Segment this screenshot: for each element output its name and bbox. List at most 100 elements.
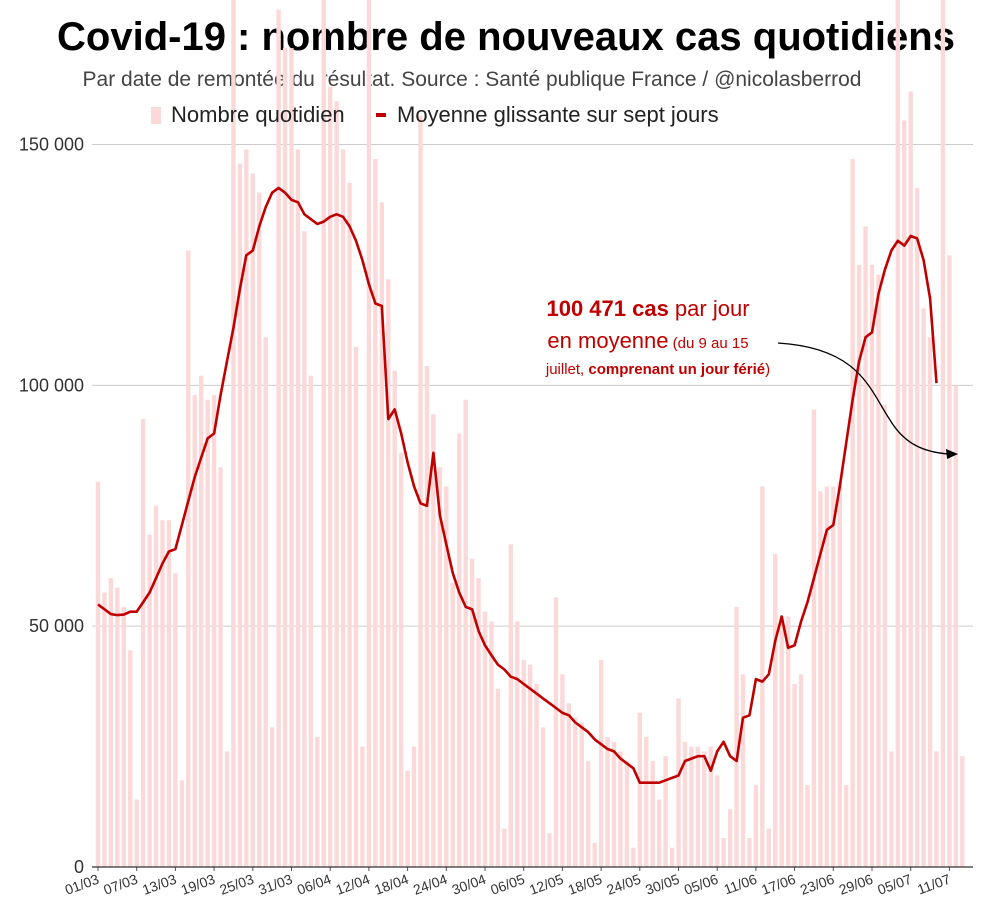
daily-bar [192,394,197,867]
x-tick-label: 07/03 [101,871,140,898]
daily-bar [495,688,501,867]
legend-swatch-average [376,113,386,117]
daily-bar [656,799,662,867]
annotation-arrow-line [777,342,949,455]
daily-bar [115,587,120,867]
daily-bar [611,741,617,867]
daily-bar [289,48,294,867]
daily-bar [669,847,675,867]
annotation: 100 471 cas par jour en moyenne (du 9 au… [545,296,958,459]
daily-bar [102,592,107,867]
daily-bar [179,780,185,867]
daily-bar [386,279,391,867]
daily-bar [128,650,133,867]
daily-bar [295,149,301,868]
x-tick-label: 30/05 [643,871,682,898]
daily-bar [914,187,920,868]
daily-bar [566,703,572,867]
daily-bar [463,399,468,867]
annotation-line-2: en moyenne (du 9 au 15 [547,328,748,353]
daily-bar [328,86,333,867]
daily-bar [753,785,759,867]
daily-bar [947,255,952,868]
annotation-holiday: comprenant un jour férié [588,361,765,378]
daily-bar [637,712,642,867]
daily-bar [960,756,965,867]
annotation-line-3: juillet, comprenant un jour férié) [545,361,770,378]
daily-bar [140,419,146,867]
annotation-close: ) [765,361,770,378]
daily-bar [869,264,875,868]
x-tick-label: 11/06 [722,871,760,898]
daily-bar [244,149,249,868]
daily-bar [347,183,352,868]
daily-bar [515,621,520,867]
daily-bar [592,842,597,867]
daily-bar [282,48,288,867]
annotation-line-1: 100 471 cas par jour [546,296,749,321]
daily-bar [276,9,281,867]
daily-bar [199,375,204,867]
daily-bar [811,409,817,867]
daily-bar [553,597,559,867]
daily-bar [218,467,223,867]
daily-bar [334,101,339,867]
annotation-arrow-head [946,449,958,459]
moving-average-line [97,186,938,784]
daily-bar [586,761,591,867]
daily-bar [237,163,243,867]
daily-bar [360,746,365,867]
daily-bar [211,394,217,867]
daily-bar [231,0,236,867]
x-tick-label: 29/06 [837,871,876,898]
daily-bar [476,578,481,867]
legend-label-average: Moyenne glissante sur sept jours [397,102,719,127]
daily-bar [927,337,933,868]
x-tick-label: 31/03 [256,871,295,898]
daily-bar [663,756,668,867]
daily-bar [302,231,307,867]
daily-bar [882,404,888,867]
annotation-per-day: par jour [669,296,750,321]
daily-bar [534,683,539,867]
daily-bar [908,91,913,868]
daily-bar [444,486,449,867]
daily-bar [366,0,372,867]
daily-bar [850,158,855,867]
daily-bar [160,520,165,867]
daily-bar [831,486,836,867]
daily-bar [108,578,114,867]
daily-bar [902,120,907,867]
daily-bar [605,736,610,867]
daily-bar [482,611,488,867]
daily-bar [579,722,584,867]
daily-bar [618,751,623,867]
daily-bar [805,785,810,867]
daily-bar [721,838,726,867]
daily-bar [844,785,849,867]
daily-bar [205,399,210,867]
x-tick-label: 01/03 [63,871,102,898]
daily-bar [727,809,733,867]
daily-bar [263,337,268,868]
daily-bar [631,847,636,867]
x-tick-label: 24/04 [411,871,450,898]
y-tick-label: 100 000 [19,375,84,395]
daily-bar [424,366,430,867]
daily-bar [521,659,526,867]
daily-bar [166,520,172,867]
daily-bar [224,751,230,867]
y-tick-label: 150 000 [19,135,84,155]
x-tick-label: 12/05 [527,871,566,898]
daily-bar [856,264,862,868]
daily-bar [398,452,404,867]
daily-bar [598,659,604,867]
daily-bar [818,491,823,867]
x-tick-label: 06/05 [488,871,527,898]
daily-bars [95,0,965,868]
daily-bar [573,717,578,867]
chart-title: Covid-19 : nombre de nouveaux cas quotid… [57,15,955,59]
daily-bar [734,606,739,867]
daily-bar [418,115,423,868]
daily-bar [953,385,959,867]
